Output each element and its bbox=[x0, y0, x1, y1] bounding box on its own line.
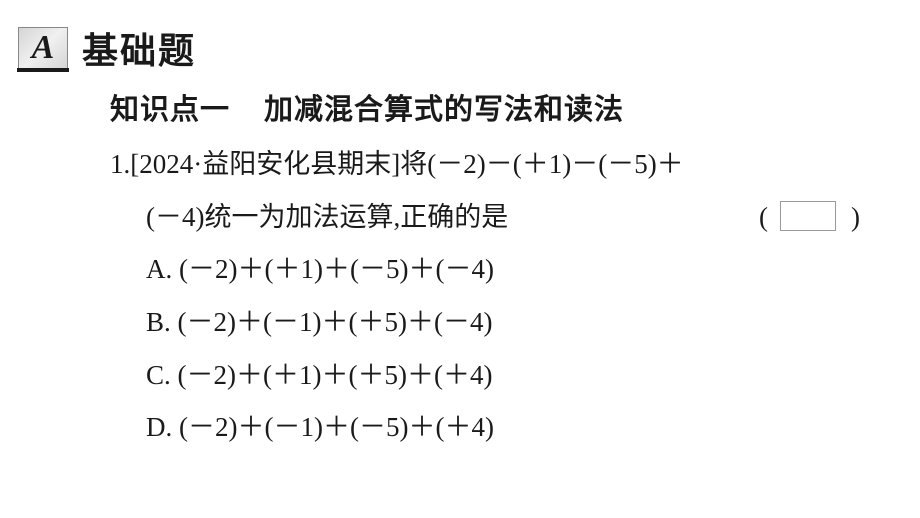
option-label: D. bbox=[146, 412, 172, 442]
option-expr: (－2)＋(＋1)＋(－5)＋(－4) bbox=[179, 254, 494, 284]
option-label: C. bbox=[146, 360, 171, 390]
section-badge: A bbox=[18, 27, 68, 69]
option-b[interactable]: B. (－2)＋(－1)＋(＋5)＋(－4) bbox=[146, 296, 860, 349]
question-source: [2024·益阳安化县期末] bbox=[130, 149, 400, 179]
paren-close: ) bbox=[851, 191, 860, 244]
section-header: A 基础题 bbox=[18, 22, 196, 74]
option-c[interactable]: C. (－2)＋(＋1)＋(＋5)＋(＋4) bbox=[146, 349, 860, 402]
paren-open: ( bbox=[759, 191, 768, 244]
stem-part2: 统一为加法运算,正确的是 bbox=[204, 202, 508, 232]
question-number: 1. bbox=[110, 149, 130, 179]
expr-line1: (－2)－(＋1)－(－5)＋ bbox=[427, 149, 683, 179]
option-label: B. bbox=[146, 307, 171, 337]
question-line-1: 1.[2024·益阳安化县期末]将(－2)－(＋1)－(－5)＋ bbox=[110, 138, 860, 191]
kp-label: 知识点一 bbox=[110, 94, 230, 126]
expr-line2: (－4) bbox=[146, 202, 204, 232]
answer-box[interactable] bbox=[780, 201, 836, 231]
knowledge-point: 知识点一 加减混合算式的写法和读法 bbox=[110, 86, 624, 128]
option-expr: (－2)＋(－1)＋(＋5)＋(－4) bbox=[178, 307, 493, 337]
section-title: 基础题 bbox=[82, 22, 196, 74]
question-block: 1.[2024·益阳安化县期末]将(－2)－(＋1)－(－5)＋ (－4)统一为… bbox=[110, 138, 860, 454]
option-d[interactable]: D. (－2)＋(－1)＋(－5)＋(＋4) bbox=[146, 401, 860, 454]
option-expr: (－2)＋(＋1)＋(＋5)＋(＋4) bbox=[178, 360, 493, 390]
options-list: A. (－2)＋(＋1)＋(－5)＋(－4) B. (－2)＋(－1)＋(＋5)… bbox=[110, 243, 860, 454]
question-line-2: (－4)统一为加法运算,正确的是 ( ) bbox=[110, 191, 860, 244]
kp-topic: 加减混合算式的写法和读法 bbox=[264, 94, 624, 126]
option-label: A. bbox=[146, 254, 172, 284]
option-a[interactable]: A. (－2)＋(＋1)＋(－5)＋(－4) bbox=[146, 243, 860, 296]
option-expr: (－2)＋(－1)＋(－5)＋(＋4) bbox=[179, 412, 494, 442]
stem-part1: 将 bbox=[400, 149, 427, 179]
